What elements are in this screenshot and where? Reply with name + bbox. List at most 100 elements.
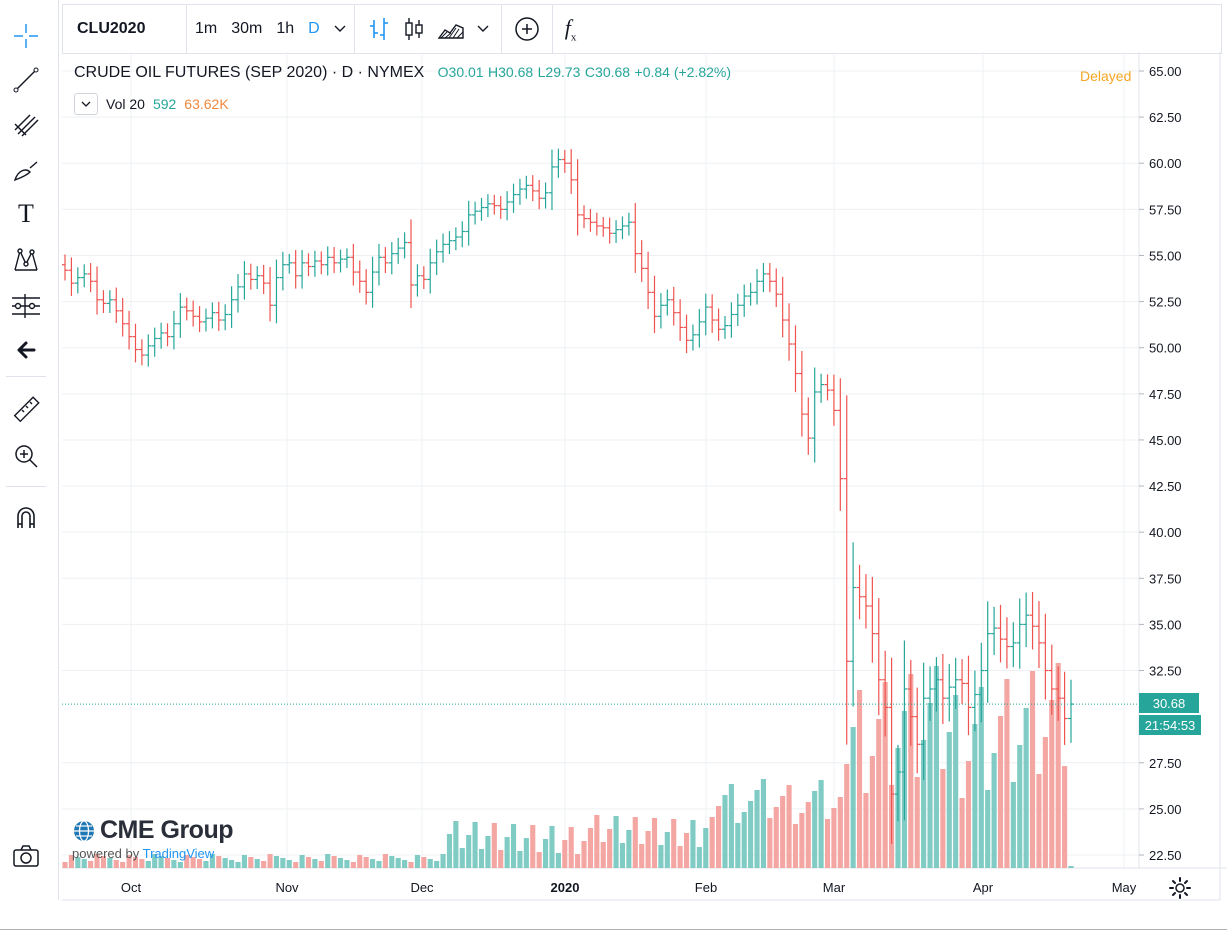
volume-bar: [683, 833, 690, 868]
candle-style-icon[interactable]: [403, 16, 425, 42]
ruler-icon[interactable]: [0, 392, 52, 428]
volume-bar: [184, 855, 190, 868]
volume-bar: [126, 855, 132, 868]
chart-legend: CRUDE OIL FUTURES (SEP 2020) · D · NYMEX…: [74, 64, 731, 82]
volume-bar: [1010, 782, 1016, 868]
fib-icon[interactable]: [0, 106, 52, 142]
volume-bar: [997, 716, 1004, 868]
y-tick-label: 50.00: [1149, 341, 1182, 356]
magnet-icon[interactable]: [0, 500, 52, 536]
chevron-down-icon[interactable]: [477, 25, 489, 33]
powered-by-text: powered by: [72, 846, 140, 861]
x-tick-label: Apr: [973, 880, 994, 895]
cme-logo[interactable]: CME Group: [72, 816, 234, 845]
volume-bar: [914, 777, 920, 868]
volume-bar: [946, 732, 952, 868]
symbol-search[interactable]: CLU2020: [63, 5, 187, 53]
volume-bar: [94, 854, 100, 868]
bar-style-icon[interactable]: [367, 16, 391, 42]
y-tick-label: 45.00: [1149, 433, 1182, 448]
back-arrow-icon[interactable]: [0, 332, 52, 368]
volume-bar: [658, 845, 664, 868]
interval-1h[interactable]: 1h: [276, 20, 295, 37]
interval-1m[interactable]: 1m: [195, 20, 218, 37]
volume-bar: [677, 846, 683, 868]
volume-bar: [440, 854, 446, 868]
price-axis[interactable]: 65.00 62.50 60.00 57.50 55.00 52.50 50.00 47.50…: [1139, 64, 1182, 863]
legend-collapse-button[interactable]: [74, 93, 98, 115]
indicators-button[interactable]: fx: [553, 5, 589, 53]
x-tick-label: Feb: [695, 880, 717, 895]
volume-bar: [805, 802, 811, 868]
volume-legend: Vol 20 592 63.62K: [74, 93, 229, 115]
volume-bar: [933, 666, 940, 868]
volume-bar: [754, 790, 760, 868]
volume-bar: [434, 861, 440, 868]
brush-icon[interactable]: [0, 152, 52, 188]
x-tick-label: Mar: [823, 880, 846, 895]
volume-bar: [1062, 766, 1068, 868]
interval-d[interactable]: D: [308, 20, 320, 37]
y-tick-label: 60.00: [1149, 156, 1182, 171]
volume-bars: [62, 663, 1074, 868]
y-tick-label: 52.50: [1149, 295, 1182, 310]
volume-bar: [325, 854, 331, 868]
top-toolbar: CLU2020 1m 30m 1h D fx: [62, 4, 1222, 54]
volume-bar: [453, 821, 459, 868]
legend-title[interactable]: CRUDE OIL FUTURES (SEP 2020) · D · NYMEX: [74, 64, 425, 81]
volume-bar: [312, 859, 318, 868]
volume-bar: [203, 861, 209, 868]
volume-bar: [107, 858, 113, 868]
chevron-down-icon[interactable]: [334, 25, 346, 33]
logo-text: CME Group: [100, 816, 234, 844]
y-tick-label: 37.50: [1149, 571, 1182, 586]
volume-bar: [267, 854, 273, 868]
y-tick-label: 57.50: [1149, 202, 1182, 217]
gear-icon[interactable]: [1168, 876, 1192, 900]
volume-bar: [1042, 737, 1048, 868]
volume-label[interactable]: Vol 20: [106, 96, 145, 112]
volume-bar: [75, 857, 81, 868]
volume-bar: [940, 769, 946, 868]
volume-bar: [331, 856, 337, 868]
interval-30m[interactable]: 30m: [231, 20, 263, 37]
volume-bar: [927, 703, 933, 868]
volume-bar: [408, 862, 414, 868]
volume-bar: [985, 790, 991, 868]
forecast-icon[interactable]: [0, 288, 52, 324]
volume-bar: [818, 780, 824, 868]
volume-bar: [120, 862, 126, 868]
volume-bar: [748, 801, 754, 868]
volume-bar: [587, 828, 593, 868]
volume-bar: [376, 861, 382, 868]
zoom-in-icon[interactable]: [0, 438, 52, 474]
crosshair-icon[interactable]: [0, 18, 52, 54]
toolbar-divider: [6, 376, 46, 377]
camera-icon[interactable]: [0, 838, 52, 874]
volume-bar: [568, 827, 574, 868]
volume-bar: [196, 859, 203, 868]
tradingview-link[interactable]: TradingView: [142, 846, 215, 861]
volume-bar: [254, 859, 260, 868]
trend-line-icon[interactable]: [0, 62, 52, 98]
volume-bar: [645, 831, 651, 868]
y-tick-label: 62.50: [1149, 110, 1182, 125]
compare-button[interactable]: [502, 5, 553, 53]
volume-bar: [831, 808, 837, 868]
volume-bar: [536, 852, 542, 868]
ohlc-bars: [62, 148, 1074, 844]
volume-bar: [869, 756, 875, 868]
area-style-icon[interactable]: [437, 16, 465, 42]
legend-open: O30.01: [437, 64, 484, 80]
volume-bar: [190, 857, 196, 868]
volume-bar: [632, 817, 638, 868]
pattern-icon[interactable]: [0, 242, 52, 278]
text-icon[interactable]: T: [0, 196, 52, 232]
time-axis[interactable]: Oct Nov Dec 2020 Feb Mar Apr May: [121, 880, 1137, 895]
volume-bar: [965, 761, 972, 868]
volume-bar: [786, 785, 792, 868]
volume-bar: [273, 856, 280, 868]
volume-bar: [575, 854, 581, 868]
volume-bar: [523, 838, 529, 868]
